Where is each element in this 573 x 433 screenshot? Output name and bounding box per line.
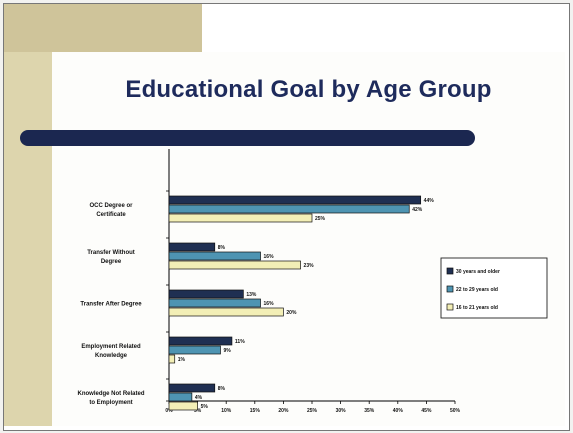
x-tick-label: 35% (364, 408, 375, 414)
bar (168, 242, 216, 252)
bar-chart: 0% 5% 10% 15% 20% 25% 30% 35% 40% 45% 50% 44%42% 25%… (77, 149, 548, 414)
x-tick-label: 25% (307, 408, 318, 414)
category-label: Transfer After Degree (80, 302, 142, 308)
x-tick-label: 40% (393, 408, 404, 414)
bar (168, 383, 216, 393)
data-label: 1% (178, 357, 186, 363)
legend-swatch (446, 303, 454, 311)
title-banner-bar (20, 130, 475, 146)
data-label: 20% (286, 310, 297, 316)
category-label: OCC Degree or Certificate (89, 203, 133, 218)
data-label: 44% (424, 198, 435, 204)
bar (168, 289, 244, 299)
data-label: 25% (315, 216, 326, 222)
bar (168, 213, 313, 223)
data-label: 5% (201, 404, 209, 410)
slide-corner-accent (4, 4, 202, 52)
data-label: 8% (218, 245, 226, 251)
slide: Educational Goal by Age Group 0% 5% 10% 15%… (3, 3, 570, 431)
bar (168, 260, 301, 270)
bar (168, 392, 193, 402)
x-tick-label: 0% (165, 408, 173, 414)
x-tick-label: 45% (421, 408, 432, 414)
bar (168, 354, 176, 364)
legend-label: 22 to 29 years old (456, 287, 498, 293)
bar (168, 307, 284, 317)
x-tick-label: 15% (250, 408, 261, 414)
legend-label: 16 to 21 years old (456, 305, 498, 311)
x-tick-label: 30% (336, 408, 347, 414)
bar (168, 195, 422, 205)
x-tick-label: 50% (450, 408, 461, 414)
x-tick-label: 5% (194, 408, 202, 414)
bar (168, 204, 410, 214)
category-label: Transfer Without Degree (87, 250, 135, 265)
bar (168, 298, 261, 308)
data-label: 23% (304, 263, 315, 269)
data-label: 9% (223, 348, 231, 354)
legend-swatch (446, 267, 454, 275)
legend-box (440, 257, 548, 319)
bar (168, 336, 233, 346)
category-label: Knowledge Not Related to Employment (77, 391, 144, 406)
chart-title: Educational Goal by Age Group (125, 76, 492, 103)
data-label: 11% (235, 339, 245, 345)
x-tick-label: 20% (278, 408, 289, 414)
data-label: 4% (195, 395, 203, 401)
x-tick-label: 10% (221, 408, 232, 414)
data-label: 13% (246, 292, 257, 298)
data-label: 42% (412, 207, 423, 213)
data-label: 8% (218, 386, 226, 392)
bar (168, 345, 221, 355)
bar (168, 251, 261, 261)
bar (168, 401, 198, 411)
data-label: 16% (264, 301, 275, 307)
category-label: Employment Related Knowledge (81, 344, 141, 359)
legend-swatch (446, 285, 454, 293)
slide-panel (52, 52, 565, 426)
data-label: 16% (264, 254, 275, 260)
legend-label: 30 years and older (456, 269, 500, 275)
